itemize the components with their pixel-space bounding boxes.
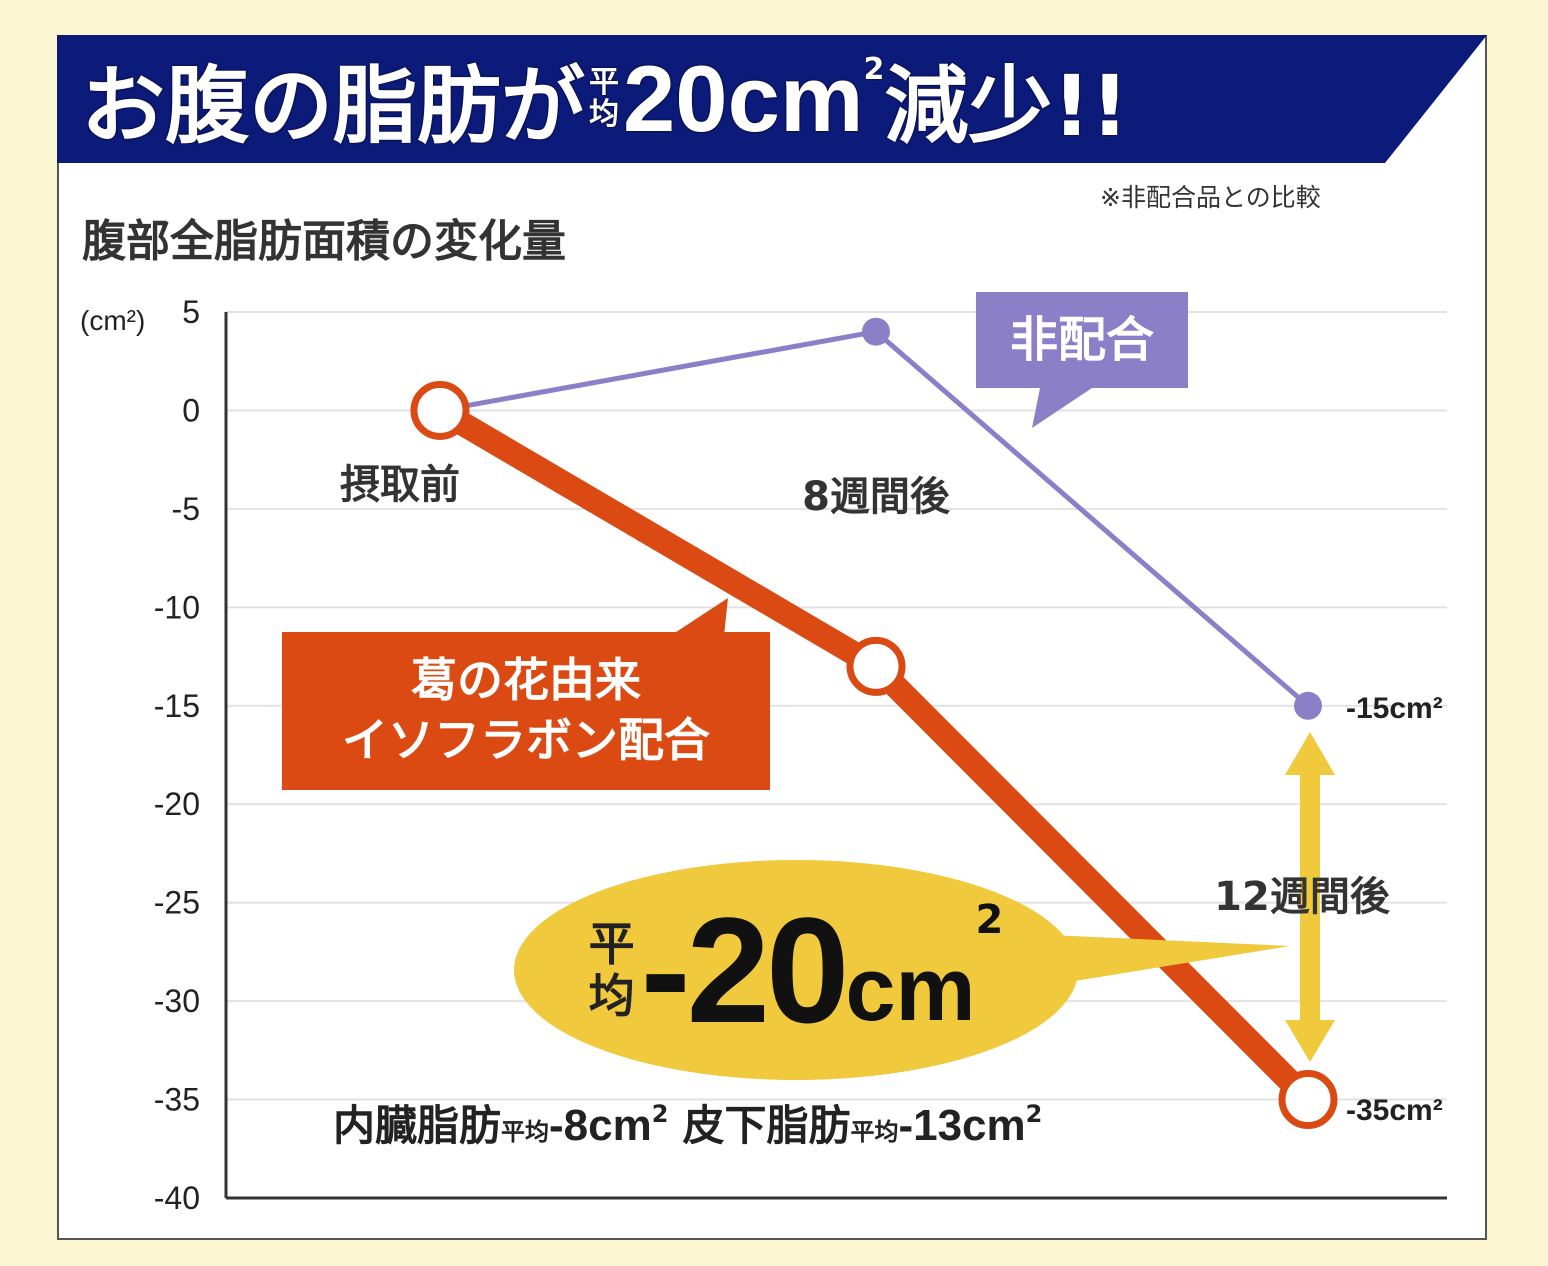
isoflavone-label-line1: 葛の花由来 [411, 653, 641, 707]
isoflavone-label-box: 葛の花由来 イソフラボン配合 [282, 632, 770, 790]
banner-title-average: 平 均 [589, 67, 619, 131]
fat-breakdown: 内臓脂肪 平均 -8cm 2 皮下脂肪 平均 -13cm 2 [333, 1092, 1056, 1153]
subcutaneous-label: 皮下脂肪 [682, 1101, 851, 1150]
average-bubble [514, 860, 1078, 1080]
phase-label-12weeks: 12週間後 [1214, 874, 1391, 920]
isoflavone-point [846, 636, 906, 696]
arrow-head-down [1285, 1020, 1335, 1062]
banner-title-sup: 2 [863, 51, 885, 87]
banner-avg-bottom: 均 [589, 97, 620, 132]
placebo-point [1294, 691, 1322, 720]
placebo-callout-tail [1032, 388, 1092, 428]
y-tick-label: 0 [182, 392, 200, 428]
chart-title: 腹部全脂肪面積の変化量 [82, 216, 566, 267]
comparison-note: ※非配合品との比較 [1100, 183, 1321, 212]
y-tick-label: -5 [172, 491, 200, 527]
end-label-placebo: -15cm² [1346, 692, 1443, 725]
subcutaneous-avg: 平均 [850, 1118, 899, 1146]
isoflavone-callout-tail [670, 598, 728, 636]
banner-title-part2: 減少!! [884, 56, 1129, 155]
visceral-avg: 平均 [501, 1118, 550, 1146]
callout-unit: cm [845, 939, 976, 1040]
y-tick-label: -25 [154, 885, 200, 921]
banner-title: お腹の脂肪が 平 均 20cm 2 減少!! [81, 35, 1129, 163]
y-tick-label: -30 [154, 983, 200, 1019]
subcutaneous-sup: 2 [1025, 1100, 1043, 1128]
callout-average: 平 均 [589, 918, 635, 1022]
banner-title-part1: お腹の脂肪が [81, 56, 586, 155]
average-bubble-tail [1050, 935, 1290, 985]
subcutaneous-value: -13cm [898, 1101, 1026, 1150]
average-reduction-callout: 平 均 -20 cm 2 [516, 870, 1076, 1070]
placebo-label-box: 非配合 [976, 292, 1188, 388]
y-tick-label: -10 [154, 589, 200, 625]
banner-avg-top: 平 [589, 65, 620, 100]
phase-label-8weeks: 8週間後 [802, 474, 951, 520]
grid-lines [226, 311, 1447, 1101]
y-tick-label: -15 [154, 688, 200, 724]
banner-title-value: 20cm [623, 46, 864, 151]
isoflavone-point [1278, 1070, 1338, 1130]
callout-avg-bottom: 均 [588, 969, 635, 1023]
callout-sup: 2 [975, 897, 1004, 943]
series-placebo [439, 317, 1322, 720]
y-tick-label: -35 [154, 1082, 200, 1118]
visceral-value: -8cm [549, 1101, 652, 1150]
title-banner: お腹の脂肪が 平 均 20cm 2 減少!! [57, 35, 1487, 163]
callout-avg-top: 平 [588, 917, 635, 971]
y-tick-label: -20 [154, 786, 200, 822]
arrow-head-up [1285, 732, 1335, 775]
y-tick-label: -40 [154, 1180, 200, 1216]
arrow-shaft [1300, 773, 1320, 1023]
isoflavone-point [410, 380, 470, 440]
placebo-point [862, 317, 890, 346]
isoflavone-label-line2: イソフラボン配合 [342, 713, 710, 767]
visceral-sup: 2 [651, 1100, 669, 1128]
y-tick-label: 5 [182, 294, 200, 330]
end-label-isoflavone: -35cm² [1346, 1094, 1443, 1127]
phase-label-before: 摂取前 [340, 462, 460, 508]
difference-arrow [1285, 732, 1335, 1062]
banner-background [57, 35, 1487, 163]
visceral-label: 内臓脂肪 [333, 1101, 502, 1150]
y-axis-unit: (cm²) [80, 305, 145, 336]
y-axis-ticks: 5 0 -5 -10 -15 -20 -25 -30 -35 -40 [154, 294, 200, 1216]
callout-value: -20 [640, 885, 850, 1054]
